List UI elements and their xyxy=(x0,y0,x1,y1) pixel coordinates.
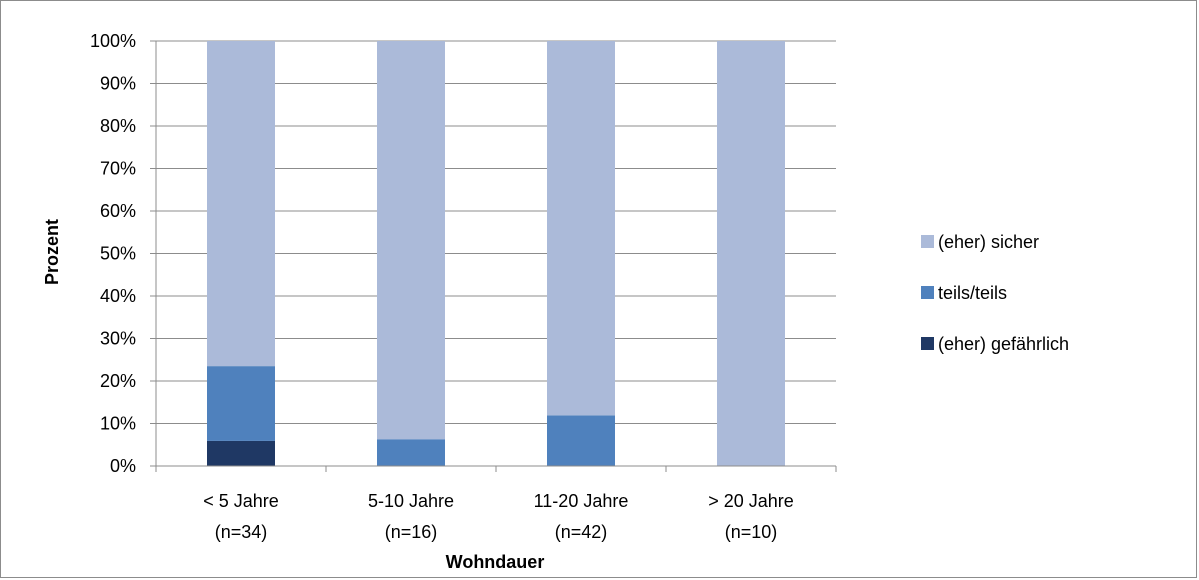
legend: (eher) sicher teils/teils (eher) gefährlic… xyxy=(921,232,1069,354)
bar-segment xyxy=(547,41,615,416)
x-tick-label: 11-20 Jahre xyxy=(534,491,629,511)
y-tick-labels: 0% 10% 20% 30% 40% 50% 60% 70% 80% 90% 100% xyxy=(90,31,136,476)
bar-segment xyxy=(377,439,445,466)
x-tick-label: > 20 Jahre xyxy=(708,491,794,511)
x-tick-label: (n=42) xyxy=(555,522,608,542)
y-tick-label: 10% xyxy=(100,414,136,434)
legend-label: teils/teils xyxy=(938,283,1007,303)
legend-swatch xyxy=(921,235,934,248)
legend-swatch xyxy=(921,337,934,350)
y-tick-label: 40% xyxy=(100,286,136,306)
x-tick-label: (n=10) xyxy=(725,522,778,542)
y-tick-label: 100% xyxy=(90,31,136,51)
legend-label: (eher) sicher xyxy=(938,232,1039,252)
legend-swatch xyxy=(921,286,934,299)
bar-segment xyxy=(207,440,275,466)
bar-segment xyxy=(207,41,275,367)
y-tick-label: 30% xyxy=(100,329,136,349)
y-tick-label: 80% xyxy=(100,116,136,136)
y-tick-label: 50% xyxy=(100,244,136,264)
x-tick-labels: < 5 Jahre (n=34) 5-10 Jahre (n=16) 11-20 Jah… xyxy=(203,491,794,542)
y-tick-label: 20% xyxy=(100,371,136,391)
bar-segment xyxy=(547,415,615,466)
y-tick-label: 0% xyxy=(110,456,136,476)
x-tick-label: < 5 Jahre xyxy=(203,491,279,511)
bars xyxy=(207,41,785,466)
x-tick-label: 5-10 Jahre xyxy=(368,491,454,511)
y-tick-label: 60% xyxy=(100,201,136,221)
y-tick-label: 70% xyxy=(100,159,136,179)
bar-segment xyxy=(377,41,445,440)
legend-label: (eher) gefährlich xyxy=(938,334,1069,354)
x-axis-title: Wohndauer xyxy=(446,552,545,572)
x-tick-label: (n=34) xyxy=(215,522,268,542)
bar-segment xyxy=(717,41,785,466)
axes xyxy=(150,40,837,472)
x-tick-label: (n=16) xyxy=(385,522,438,542)
bar-segment xyxy=(207,366,275,441)
y-tick-label: 90% xyxy=(100,74,136,94)
y-axis-title: Prozent xyxy=(42,219,62,285)
